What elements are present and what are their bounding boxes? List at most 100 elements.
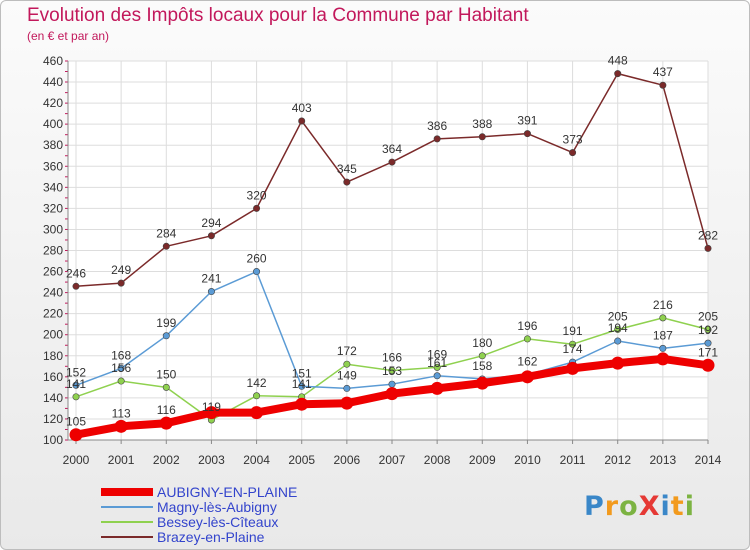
data-label: 194 (608, 321, 628, 335)
data-point (117, 377, 125, 385)
data-label: 169 (427, 347, 447, 361)
data-point (298, 382, 306, 390)
data-point (162, 383, 170, 391)
data-point (478, 352, 486, 360)
x-tick-label: 2014 (695, 453, 722, 467)
data-label: 174 (563, 342, 583, 356)
data-point (614, 70, 622, 78)
data-label: 345 (337, 162, 357, 176)
data-point (114, 419, 128, 433)
x-tick-label: 2013 (650, 453, 677, 467)
data-label: 241 (201, 272, 221, 286)
data-label: 141 (292, 377, 312, 391)
legend-swatch (101, 521, 153, 523)
data-point (433, 135, 441, 143)
data-point (478, 133, 486, 141)
legend-label: AUBIGNY-EN-PLAINE (157, 484, 298, 500)
data-point (343, 178, 351, 186)
y-tick-label: 460 (43, 54, 63, 68)
y-tick-label: 120 (43, 412, 63, 426)
data-point (385, 387, 399, 401)
data-label: 156 (111, 361, 131, 375)
data-point (340, 396, 354, 410)
data-label: 294 (201, 216, 221, 230)
x-tick-label: 2007 (379, 453, 406, 467)
data-label: 260 (247, 252, 267, 266)
chart-title: Evolution des Impôts locaux pour la Comm… (27, 5, 529, 26)
data-point (159, 416, 173, 430)
legend-label: Brazey-en-Plaine (157, 529, 265, 545)
data-point (569, 149, 577, 157)
y-tick-label: 320 (43, 201, 63, 215)
x-tick-label: 2006 (334, 453, 361, 467)
data-point (659, 314, 667, 322)
data-point (388, 380, 396, 388)
data-label: 199 (156, 316, 176, 330)
data-point (430, 381, 444, 395)
data-label: 391 (517, 114, 537, 128)
data-point (388, 158, 396, 166)
data-label: 373 (563, 133, 583, 147)
data-point (611, 356, 625, 370)
data-point (656, 352, 670, 366)
data-label: 388 (472, 117, 492, 131)
data-point (343, 360, 351, 368)
data-point (253, 392, 261, 400)
data-label: 149 (337, 368, 357, 382)
data-point (475, 376, 489, 390)
data-point (72, 282, 80, 290)
data-point (295, 397, 309, 411)
legend-swatch (101, 488, 153, 496)
y-tick-label: 200 (43, 328, 63, 342)
data-point (72, 381, 80, 389)
y-tick-label: 440 (43, 75, 63, 89)
y-tick-label: 100 (43, 433, 63, 447)
x-tick-label: 2009 (469, 453, 496, 467)
data-label: 191 (563, 324, 583, 338)
data-label: 320 (247, 188, 267, 202)
data-label: 116 (157, 403, 176, 417)
data-point (566, 361, 580, 375)
data-label: 216 (653, 298, 673, 312)
y-tick-label: 180 (43, 349, 63, 363)
data-point (253, 268, 261, 276)
data-label: 192 (698, 323, 718, 337)
y-tick-label: 340 (43, 180, 63, 194)
y-tick-label: 280 (43, 244, 63, 258)
data-point (253, 204, 261, 212)
x-tick-label: 2010 (514, 453, 541, 467)
data-label: 180 (472, 336, 492, 350)
x-tick-label: 2003 (198, 453, 225, 467)
data-point (72, 393, 80, 401)
data-label: 187 (653, 328, 673, 342)
x-tick-label: 2001 (108, 453, 135, 467)
data-label: 196 (517, 319, 537, 333)
data-label: 205 (698, 309, 718, 323)
data-point (343, 384, 351, 392)
data-label: 141 (66, 377, 86, 391)
data-label: 119 (202, 400, 221, 414)
data-point (704, 339, 712, 347)
data-point (704, 325, 712, 333)
data-point (298, 117, 306, 125)
data-point (569, 340, 577, 348)
data-label: 403 (292, 101, 312, 115)
data-point (250, 406, 264, 420)
data-point (614, 325, 622, 333)
data-point (523, 130, 531, 138)
legend-item: Bessey-lès-Cîteaux (101, 515, 361, 530)
legend-item: AUBIGNY-EN-PLAINE (101, 485, 361, 500)
data-label: 249 (111, 263, 131, 277)
legend-label: Magny-lès-Aubigny (157, 499, 277, 515)
proxiti-logo: ProXiti (584, 491, 695, 522)
legend-item: Magny-lès-Aubigny (101, 500, 361, 515)
data-label: 437 (653, 65, 673, 79)
data-point (162, 242, 170, 250)
data-point (433, 372, 441, 380)
legend-label: Bessey-lès-Cîteaux (157, 514, 279, 530)
data-label: 153 (382, 364, 402, 378)
data-point (659, 81, 667, 89)
y-tick-label: 420 (43, 96, 63, 110)
